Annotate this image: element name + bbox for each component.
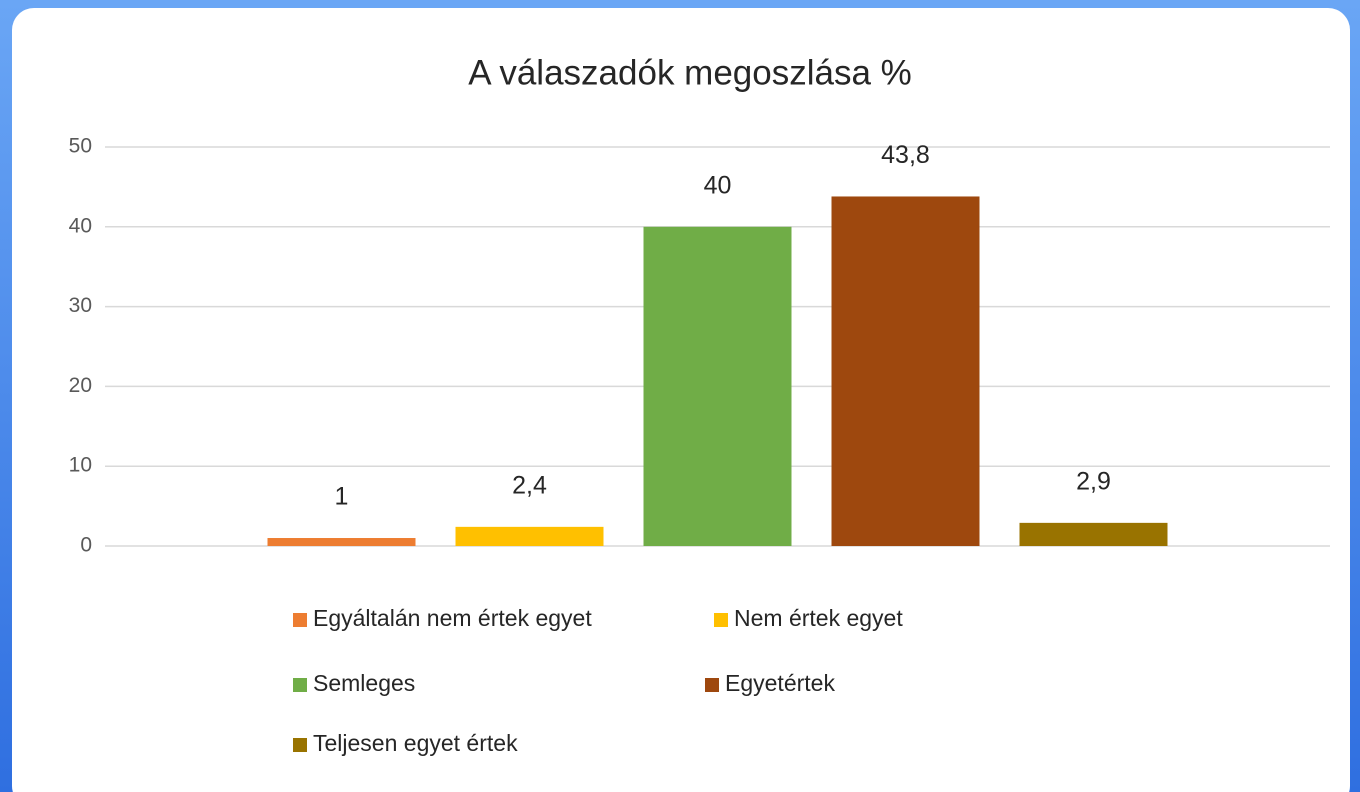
legend-swatch	[293, 678, 307, 692]
legend-swatch	[705, 678, 719, 692]
bar	[643, 226, 792, 547]
legend-swatch	[714, 613, 728, 627]
chart-title: A válaszadók megoszlása %	[468, 53, 912, 92]
data-label: 1	[335, 483, 349, 511]
y-tick-label: 20	[69, 374, 92, 397]
y-tick-label: 10	[69, 454, 92, 477]
legend-swatch	[293, 738, 307, 752]
legend-label: Nem értek egyet	[734, 605, 903, 631]
data-label: 2,9	[1076, 467, 1111, 495]
legend-label: Semleges	[313, 670, 415, 696]
y-tick-label: 0	[80, 534, 92, 557]
legend-swatch	[293, 613, 307, 627]
y-tick-label: 40	[69, 214, 92, 237]
data-label: 2,4	[512, 471, 547, 499]
bar	[1019, 522, 1168, 546]
bar	[455, 526, 604, 546]
y-tick-label: 30	[69, 294, 92, 317]
y-tick-label: 50	[69, 135, 92, 158]
legend-label: Egyetértek	[725, 670, 835, 696]
bar	[267, 538, 416, 546]
legend-label: Teljesen egyet értek	[313, 730, 518, 756]
bar	[831, 196, 980, 546]
legend-label: Egyáltalán nem értek egyet	[313, 605, 592, 631]
data-label: 40	[704, 171, 732, 199]
data-label: 43,8	[881, 141, 930, 169]
